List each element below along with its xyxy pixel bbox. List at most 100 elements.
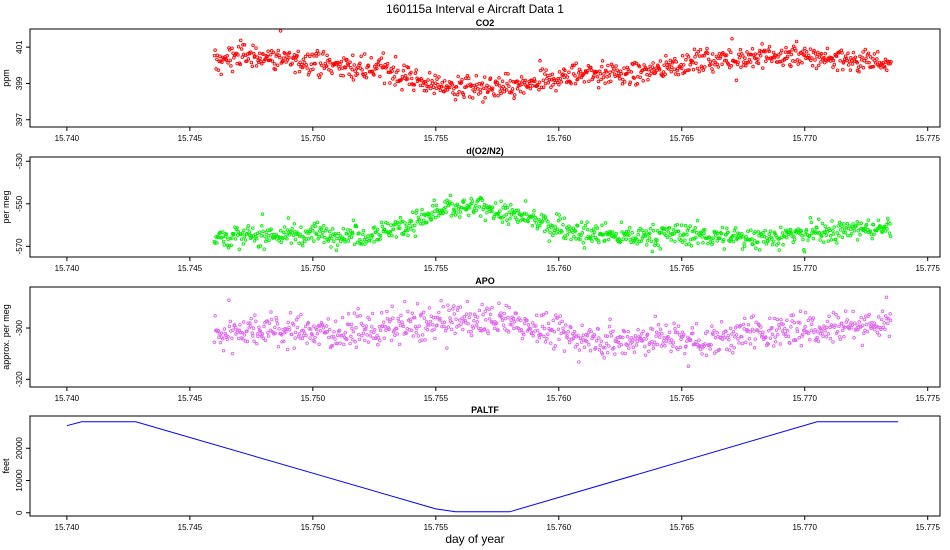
data-point	[807, 234, 812, 238]
data-point	[397, 319, 401, 324]
data-point	[789, 231, 794, 235]
data-point	[778, 342, 782, 346]
data-point	[376, 62, 380, 67]
data-point	[736, 337, 740, 341]
data-point	[551, 233, 555, 238]
data-point	[757, 233, 761, 238]
data-point	[542, 229, 547, 234]
data-point	[715, 62, 719, 67]
data-point	[853, 55, 858, 60]
data-point	[524, 212, 529, 216]
data-point	[313, 62, 317, 66]
data-point	[759, 325, 763, 329]
data-point	[239, 47, 244, 51]
data-point	[384, 328, 388, 333]
data-point	[717, 347, 721, 352]
data-point	[421, 83, 425, 88]
data-point	[506, 315, 510, 320]
data-point	[287, 55, 291, 60]
data-point	[794, 48, 798, 53]
data-point	[391, 227, 396, 231]
data-point	[351, 78, 356, 82]
data-point	[741, 234, 745, 239]
data-point	[613, 234, 617, 239]
data-point	[766, 239, 770, 243]
data-point	[557, 83, 561, 87]
data-point	[814, 66, 819, 71]
data-point	[701, 241, 705, 245]
data-point	[325, 64, 329, 68]
data-point	[597, 336, 601, 340]
data-point	[819, 328, 824, 332]
data-point	[260, 223, 264, 228]
data-point	[485, 83, 489, 88]
data-point	[560, 319, 564, 324]
data-point	[432, 91, 436, 96]
data-point	[572, 63, 576, 68]
data-point	[302, 239, 307, 244]
data-point	[845, 318, 850, 322]
data-point	[665, 235, 670, 240]
data-point	[275, 322, 280, 326]
data-point	[750, 237, 754, 241]
data-point	[484, 318, 488, 322]
data-point	[351, 338, 355, 342]
data-point	[252, 239, 257, 243]
data-point	[603, 238, 607, 243]
data-point	[834, 312, 838, 317]
data-point	[831, 65, 835, 69]
data-point	[397, 226, 402, 231]
data-point	[674, 60, 679, 64]
data-point	[540, 324, 545, 329]
data-point	[285, 58, 290, 62]
data-point	[348, 60, 352, 65]
data-point	[451, 307, 455, 311]
data-point	[265, 54, 270, 59]
data-point	[213, 241, 217, 245]
data-point	[778, 51, 783, 55]
data-point	[459, 322, 463, 326]
data-point	[752, 346, 757, 350]
data-point	[604, 70, 609, 74]
data-point	[486, 89, 490, 93]
data-point	[530, 321, 535, 325]
data-point	[551, 318, 555, 323]
data-point	[315, 327, 319, 332]
data-point	[819, 234, 824, 238]
data-point	[620, 82, 625, 86]
data-point	[770, 242, 775, 247]
data-point	[520, 336, 525, 341]
data-point	[340, 235, 344, 240]
data-point	[628, 225, 632, 230]
data-point	[742, 244, 747, 248]
data-point	[690, 326, 695, 330]
data-point	[445, 198, 449, 203]
data-point	[800, 234, 804, 238]
data-point	[754, 246, 758, 251]
x-tick-label: 15.745	[178, 394, 203, 403]
data-point	[631, 62, 635, 66]
data-point	[298, 232, 302, 237]
data-point	[738, 323, 743, 328]
data-point	[246, 57, 251, 61]
data-point	[517, 316, 521, 320]
data-point	[242, 43, 247, 47]
data-point	[657, 332, 661, 336]
data-point	[399, 313, 403, 318]
data-point	[332, 329, 336, 334]
data-point	[472, 89, 477, 94]
data-point	[462, 314, 467, 319]
data-point	[727, 65, 732, 70]
data-point	[694, 52, 699, 56]
data-point	[661, 342, 665, 346]
data-point	[229, 64, 233, 68]
data-point	[452, 304, 456, 308]
data-point	[590, 239, 594, 243]
x-tick-label: 15.765	[670, 264, 695, 273]
data-point	[372, 73, 376, 77]
data-point	[330, 71, 334, 76]
data-point	[866, 51, 871, 55]
data-point	[573, 81, 578, 86]
data-point	[684, 344, 688, 349]
data-point	[609, 333, 614, 338]
